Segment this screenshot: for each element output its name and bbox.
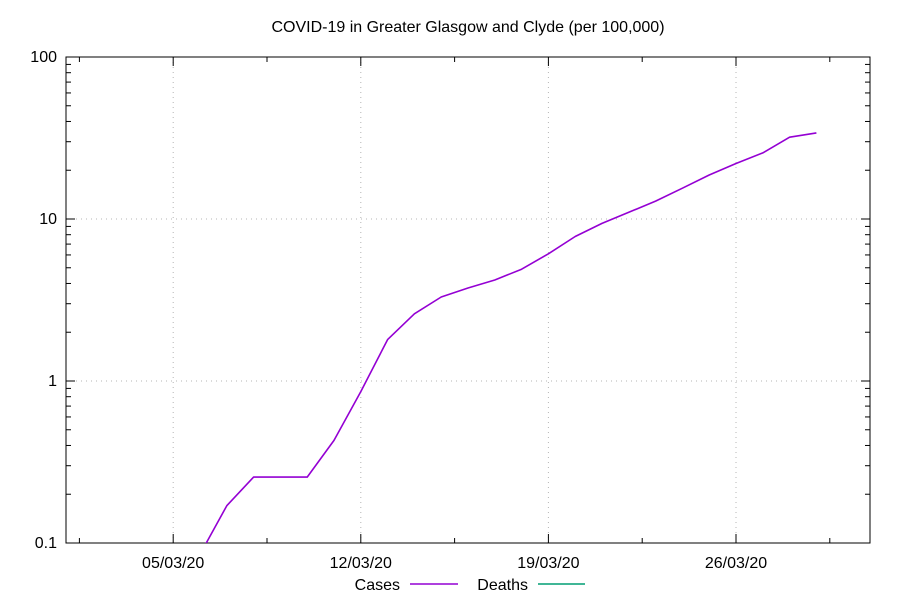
x-tick-label: 12/03/20 (330, 555, 392, 572)
y-tick-label: 1 (48, 373, 57, 390)
y-tick-label: 10 (39, 211, 57, 228)
legend-label-deaths: Deaths (477, 577, 528, 594)
tick-marks (66, 56, 870, 544)
chart-title: COVID-19 in Greater Glasgow and Clyde (p… (271, 19, 665, 36)
legend-label-cases: Cases (355, 577, 400, 594)
y-tick-labels: 0.1 1 10 100 (30, 49, 57, 552)
plot-frame (65, 56, 871, 544)
x-tick-label: 05/03/20 (142, 555, 204, 572)
series-line-cases (205, 132, 817, 543)
x-tick-labels: 05/03/20 12/03/20 19/03/20 26/03/20 (142, 555, 767, 572)
x-tick-label: 26/03/20 (705, 555, 767, 572)
y-tick-label: 0.1 (35, 535, 57, 552)
series-lines (205, 132, 817, 543)
grid-lines (66, 57, 870, 543)
y-tick-label: 100 (30, 49, 57, 66)
legend: Cases Deaths (355, 577, 585, 594)
x-tick-label: 19/03/20 (517, 555, 579, 572)
